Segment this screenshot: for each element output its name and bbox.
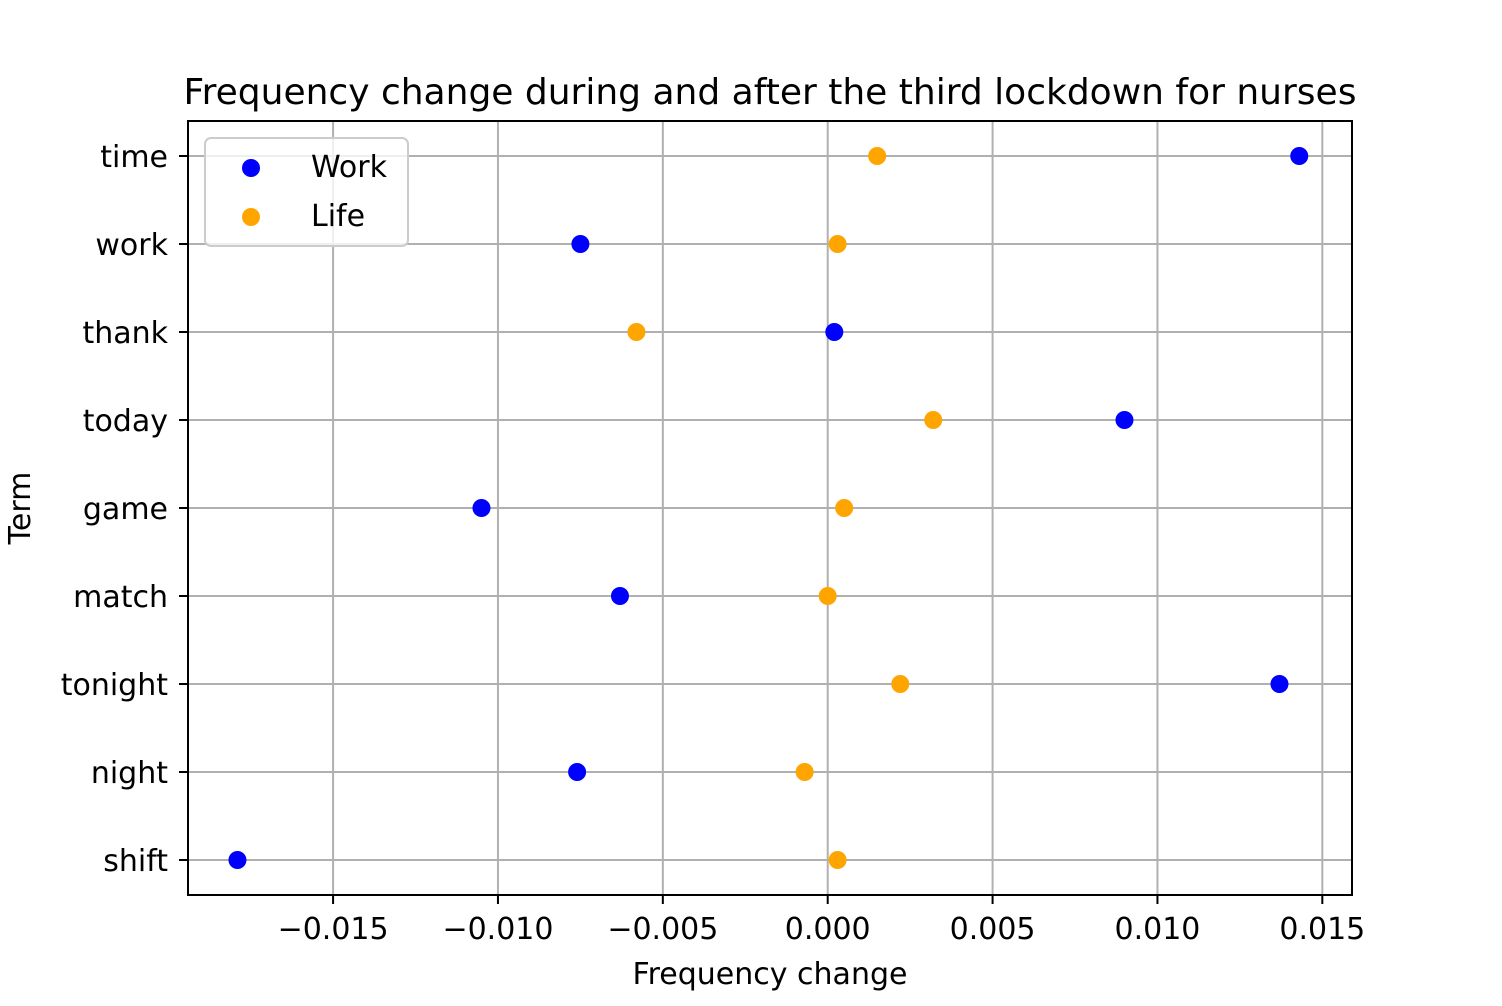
point-life-time xyxy=(868,147,887,165)
chart-title: Frequency change during and after the th… xyxy=(184,72,1357,113)
grid-lines xyxy=(188,121,1352,895)
x-tick-label: 0.010 xyxy=(1115,912,1201,947)
y-axis-ticks: time work thank today game match tonight night s… xyxy=(61,140,188,879)
x-tick-label: −0.015 xyxy=(278,912,389,947)
point-work-time xyxy=(1290,147,1309,165)
y-axis-label: Term xyxy=(3,472,38,546)
point-life-tonight xyxy=(891,675,910,693)
point-life-shift xyxy=(828,851,847,869)
y-tick-label-game: game xyxy=(83,492,168,527)
point-life-work xyxy=(828,235,847,253)
point-work-work xyxy=(571,235,590,253)
point-life-thank xyxy=(627,323,646,341)
point-work-shift xyxy=(228,851,247,869)
point-work-thank xyxy=(825,323,844,341)
point-life-match xyxy=(818,587,837,605)
x-tick-label: 0.000 xyxy=(785,912,871,947)
y-tick-label-night: night xyxy=(91,756,168,791)
point-work-tonight xyxy=(1270,675,1289,693)
x-axis-ticks: −0.015 −0.010 −0.005 0.000 0.005 0.010 0.015 xyxy=(278,895,1365,947)
legend-marker-life xyxy=(242,208,260,226)
y-tick-label-shift: shift xyxy=(103,844,168,879)
x-tick-label: −0.010 xyxy=(442,912,553,947)
x-tick-label: −0.005 xyxy=(607,912,718,947)
legend-marker-work xyxy=(242,159,260,177)
point-work-night xyxy=(568,763,587,781)
x-axis-label: Frequency change xyxy=(633,957,908,992)
legend-label-work: Work xyxy=(311,150,388,185)
y-tick-label-work: work xyxy=(95,228,168,263)
y-tick-label-today: today xyxy=(83,404,168,439)
legend-label-life: Life xyxy=(311,199,365,234)
data-points xyxy=(228,147,1309,869)
point-life-game xyxy=(835,499,854,517)
point-work-today xyxy=(1115,411,1134,429)
y-tick-label-time: time xyxy=(100,140,168,175)
y-tick-label-match: match xyxy=(73,580,168,615)
x-tick-label: 0.015 xyxy=(1279,912,1365,947)
y-tick-label-thank: thank xyxy=(82,316,168,351)
y-tick-label-tonight: tonight xyxy=(61,668,169,703)
point-life-night xyxy=(795,763,814,781)
point-work-game xyxy=(472,499,491,517)
x-tick-label: 0.005 xyxy=(950,912,1036,947)
point-work-match xyxy=(610,587,629,605)
point-life-today xyxy=(924,411,943,429)
legend: Work Life xyxy=(204,137,409,247)
